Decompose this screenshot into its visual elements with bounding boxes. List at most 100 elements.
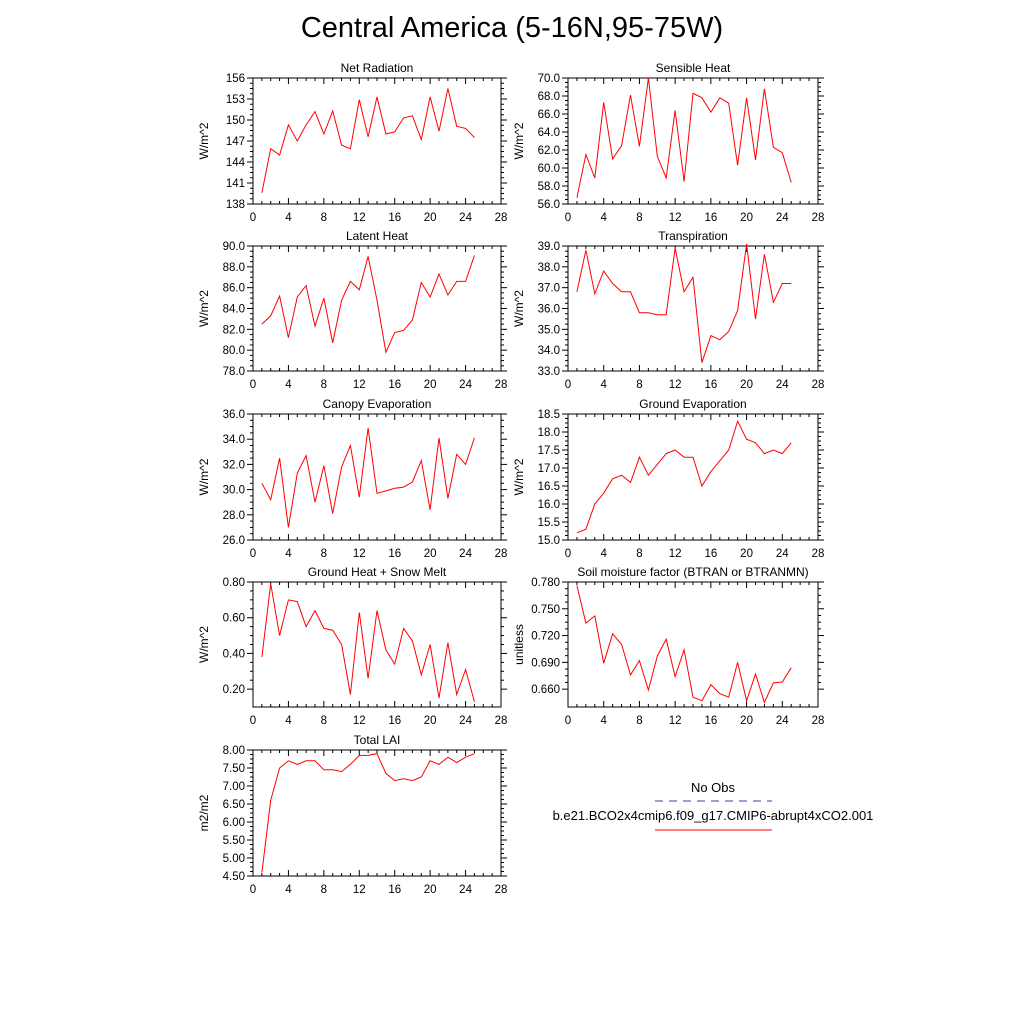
x-tick-label: 8 bbox=[321, 884, 327, 896]
x-tick-label: 0 bbox=[565, 212, 571, 224]
y-axis-label: m2/m2 bbox=[197, 794, 211, 831]
x-tick-label: 8 bbox=[636, 548, 642, 560]
x-tick-label: 24 bbox=[459, 379, 472, 391]
x-tick-label: 8 bbox=[636, 715, 642, 727]
legend-obs-label: No Obs bbox=[691, 780, 736, 795]
x-tick-label: 4 bbox=[601, 548, 608, 560]
y-axis-label: W/m^2 bbox=[512, 458, 526, 495]
x-tick-label: 16 bbox=[704, 548, 717, 560]
x-tick-label: 8 bbox=[321, 548, 327, 560]
x-tick-label: 16 bbox=[388, 379, 401, 391]
panel-soil-moisture-factor-btran-or-btranmn: 0 4 8 12 16 20 24 28 0.660 0.690 0.720 0.750 0.780 So… bbox=[512, 565, 824, 727]
y-tick-label: 0.40 bbox=[223, 648, 245, 660]
panel-title: Sensible Heat bbox=[656, 61, 731, 75]
y-tick-label: 34.0 bbox=[538, 345, 560, 357]
panel-transpiration: 0 4 8 12 16 20 24 28 33.0 34.0 35.0 36.0 37.0 38.0 39.… bbox=[512, 229, 824, 391]
x-tick-label: 20 bbox=[424, 379, 437, 391]
y-tick-label: 144 bbox=[226, 157, 246, 169]
x-tick-label: 24 bbox=[776, 715, 789, 727]
plot-frame bbox=[567, 245, 819, 372]
y-tick-label: 0.720 bbox=[531, 631, 560, 643]
x-tick-label: 16 bbox=[388, 884, 401, 896]
y-tick-label: 0.690 bbox=[531, 657, 560, 669]
x-tick-label: 16 bbox=[388, 715, 401, 727]
x-tick-label: 0 bbox=[250, 884, 256, 896]
y-tick-label: 38.0 bbox=[538, 262, 560, 274]
y-tick-label: 156 bbox=[226, 73, 245, 85]
x-tick-label: 12 bbox=[353, 379, 366, 391]
x-tick-label: 28 bbox=[812, 212, 825, 224]
x-tick-label: 12 bbox=[353, 715, 366, 727]
y-tick-label: 32.0 bbox=[223, 459, 245, 471]
y-tick-label: 30.0 bbox=[223, 485, 245, 497]
x-tick-label: 0 bbox=[565, 548, 571, 560]
x-tick-label: 8 bbox=[321, 715, 327, 727]
x-tick-label: 28 bbox=[495, 884, 508, 896]
series-line-sensible-heat bbox=[576, 77, 792, 198]
x-tick-label: 20 bbox=[740, 715, 753, 727]
x-tick-label: 12 bbox=[669, 548, 682, 560]
x-tick-label: 8 bbox=[321, 212, 327, 224]
y-tick-label: 34.0 bbox=[223, 434, 245, 446]
x-tick-label: 24 bbox=[776, 212, 789, 224]
x-tick-label: 28 bbox=[495, 212, 508, 224]
y-tick-label: 62.0 bbox=[538, 145, 560, 157]
y-tick-label: 35.0 bbox=[538, 324, 560, 336]
y-tick-label: 4.50 bbox=[223, 871, 245, 883]
x-tick-label: 12 bbox=[669, 715, 682, 727]
x-tick-label: 24 bbox=[776, 379, 789, 391]
series-line-ground-evaporation bbox=[576, 419, 792, 534]
x-tick-label: 0 bbox=[250, 379, 256, 391]
y-tick-label: 15.5 bbox=[538, 517, 560, 529]
y-tick-label: 36.0 bbox=[223, 409, 245, 421]
panel-latent-heat: 0 4 8 12 16 20 24 28 78.0 80.0 82.0 84.0 86.0 88.0 90.… bbox=[197, 229, 507, 391]
x-tick-label: 8 bbox=[321, 379, 327, 391]
y-tick-label: 0.780 bbox=[531, 577, 560, 589]
plot-frame bbox=[252, 749, 502, 877]
panel-title: Ground Evaporation bbox=[639, 397, 746, 411]
y-tick-label: 0.80 bbox=[223, 577, 245, 589]
x-tick-label: 16 bbox=[704, 379, 717, 391]
y-axis-label: W/m^2 bbox=[197, 458, 211, 495]
y-tick-label: 150 bbox=[226, 115, 245, 127]
y-axis-label: unitless bbox=[512, 624, 526, 665]
y-tick-label: 58.0 bbox=[538, 181, 560, 193]
y-tick-label: 17.0 bbox=[538, 463, 560, 475]
panel-sensible-heat: 0 4 8 12 16 20 24 28 56.0 58.0 60.0 62.0 64.0 66.0 68.… bbox=[512, 61, 824, 224]
x-tick-label: 28 bbox=[812, 715, 825, 727]
panel-net-radiation: 0 4 8 12 16 20 24 28 138 141 144 147 150 153 156 Net Ra… bbox=[197, 61, 507, 224]
x-tick-label: 28 bbox=[495, 548, 508, 560]
figure-title: Central America (5-16N,95-75W) bbox=[300, 12, 724, 44]
x-tick-label: 24 bbox=[459, 212, 472, 224]
x-tick-label: 4 bbox=[285, 715, 292, 727]
x-tick-label: 16 bbox=[388, 548, 401, 560]
x-tick-label: 4 bbox=[285, 884, 292, 896]
y-axis-label: W/m^2 bbox=[512, 122, 526, 159]
y-tick-label: 0.60 bbox=[223, 613, 245, 625]
y-tick-label: 88.0 bbox=[223, 262, 245, 274]
x-tick-label: 12 bbox=[353, 212, 366, 224]
y-tick-label: 64.0 bbox=[538, 127, 560, 139]
x-tick-label: 24 bbox=[459, 715, 472, 727]
y-tick-label: 16.0 bbox=[538, 499, 560, 511]
y-axis-label: W/m^2 bbox=[197, 626, 211, 663]
panel-total-lai: 0 4 8 12 16 20 24 28 4.50 5.00 5.50 6.00 6.50 7.00 7.5… bbox=[197, 733, 507, 896]
y-tick-label: 147 bbox=[226, 136, 245, 148]
x-tick-label: 20 bbox=[424, 715, 437, 727]
x-tick-label: 28 bbox=[495, 715, 508, 727]
y-axis-label: W/m^2 bbox=[197, 122, 211, 159]
y-tick-label: 90.0 bbox=[223, 241, 245, 253]
panel-title: Soil moisture factor (BTRAN or BTRANMN) bbox=[577, 565, 808, 579]
y-tick-label: 0.750 bbox=[531, 604, 560, 616]
y-tick-label: 80.0 bbox=[223, 345, 245, 357]
series-line-soil-moisture-factor-btran-or-btranmn bbox=[576, 585, 792, 704]
x-tick-label: 4 bbox=[285, 212, 292, 224]
y-tick-label: 6.50 bbox=[223, 799, 245, 811]
x-tick-label: 0 bbox=[565, 715, 571, 727]
x-tick-label: 24 bbox=[459, 548, 472, 560]
x-tick-label: 0 bbox=[250, 212, 256, 224]
panel-ground-heat-snow-melt: 0 4 8 12 16 20 24 28 0.20 0.40 0.60 0.80 Ground Heat… bbox=[197, 565, 507, 727]
x-tick-label: 20 bbox=[740, 212, 753, 224]
series-line-transpiration bbox=[576, 243, 792, 363]
